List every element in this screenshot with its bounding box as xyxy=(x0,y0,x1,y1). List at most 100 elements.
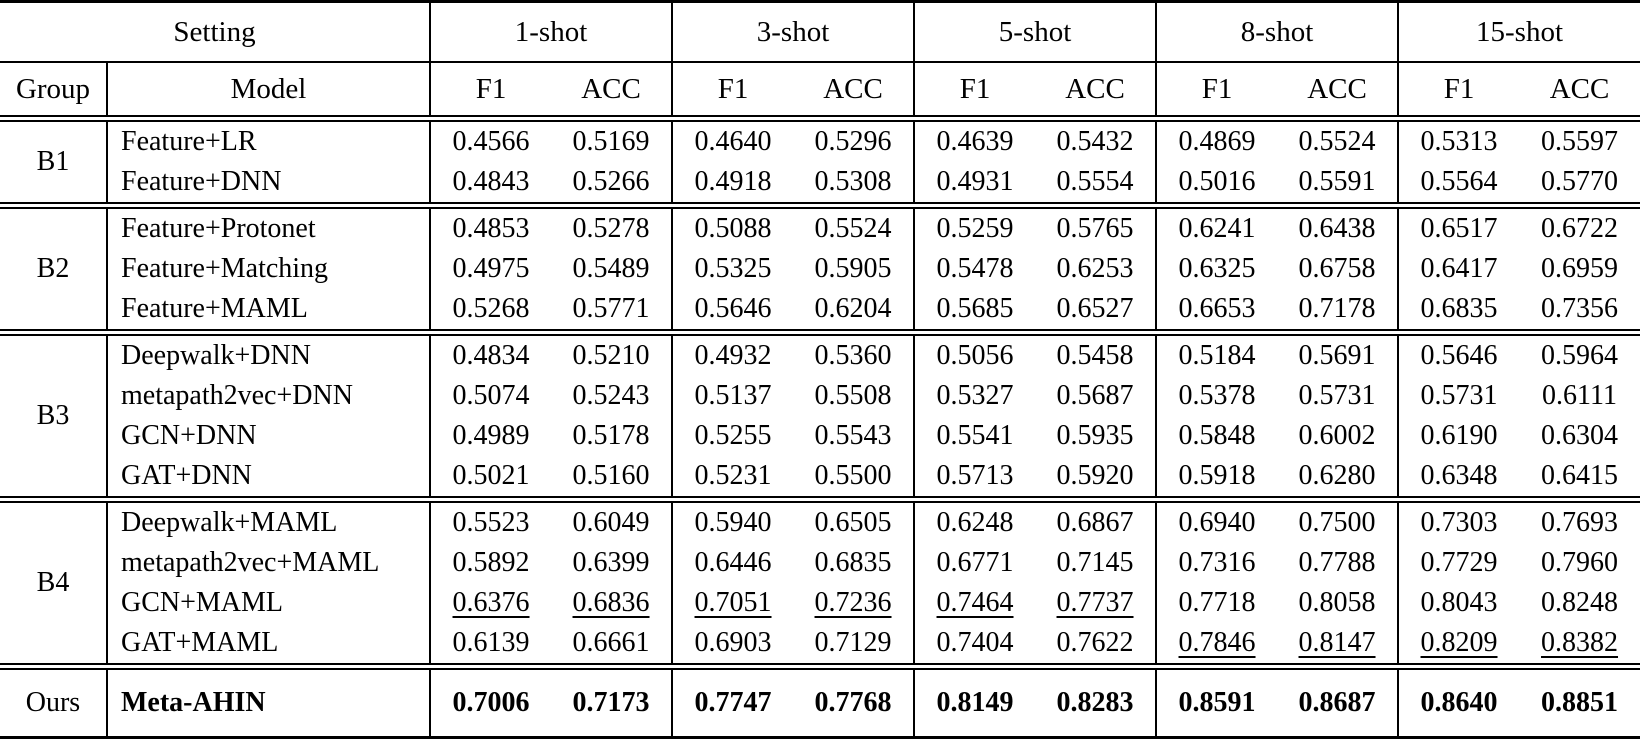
value-cell: 0.4853 xyxy=(429,202,552,249)
value-cell: 0.6241 xyxy=(1155,202,1278,249)
value-cell: 0.5243 xyxy=(572,380,650,411)
value-cell: 0.7356 xyxy=(1541,293,1619,324)
f1-header-8shot: F1 xyxy=(1155,62,1278,119)
value-cell: 0.5056 xyxy=(913,329,1036,376)
value-cell: 0.8147 xyxy=(1298,627,1376,658)
value-cell: 0.5489 xyxy=(572,253,650,284)
value-cell: 0.5278 xyxy=(551,202,673,249)
value-cell: 0.7622 xyxy=(1056,627,1134,658)
value-cell: 0.5691 xyxy=(1277,329,1399,376)
value-cell: 0.6505 xyxy=(793,496,915,543)
group-column-header: Group xyxy=(15,72,91,105)
value-cell: 0.6376 xyxy=(429,583,552,623)
value-cell: 0.6867 xyxy=(1035,496,1157,543)
value-cell: 0.6959 xyxy=(1541,253,1619,284)
value-cell: 0.6758 xyxy=(1298,253,1376,284)
value-cell: 0.6903 xyxy=(671,623,794,667)
value-cell: 0.5478 xyxy=(913,249,1036,289)
group-label-b3: B3 xyxy=(0,329,107,500)
model-cell: metapath2vec+DNN xyxy=(105,376,431,416)
value-cell: 0.8851 xyxy=(1519,663,1640,738)
value-cell: 0.6517 xyxy=(1397,202,1520,249)
value-cell: 0.4932 xyxy=(671,329,794,376)
value-cell: 0.5591 xyxy=(1298,166,1376,197)
value-cell: 0.5184 xyxy=(1155,329,1278,376)
value-cell: 0.8058 xyxy=(1298,587,1376,618)
value-cell: 0.7173 xyxy=(551,663,673,738)
value-cell: 0.6248 xyxy=(913,496,1036,543)
value-cell: 0.5905 xyxy=(814,253,892,284)
value-cell: 0.6653 xyxy=(1155,289,1278,333)
value-cell: 0.7960 xyxy=(1541,547,1619,578)
value-cell: 0.7718 xyxy=(1155,583,1278,623)
model-cell: GCN+MAML xyxy=(105,583,431,623)
value-cell: 0.8209 xyxy=(1397,623,1520,667)
value-cell: 0.4566 xyxy=(429,115,552,162)
value-cell: 0.5021 xyxy=(429,456,552,500)
value-cell: 0.5964 xyxy=(1519,329,1640,376)
value-cell: 0.5554 xyxy=(1056,166,1134,197)
value-cell: 0.4843 xyxy=(429,162,552,206)
value-cell: 0.4989 xyxy=(429,416,552,456)
value-cell: 0.4918 xyxy=(671,162,794,206)
model-column-header: Model xyxy=(105,62,431,119)
value-cell: 0.7051 xyxy=(671,583,794,623)
acc-header-8shot: ACC xyxy=(1307,72,1367,105)
value-cell: 0.6771 xyxy=(913,543,1036,583)
table-row: metapath2vec+DNN 0.5074 0.5243 0.5137 0.5508… xyxy=(0,376,1640,416)
value-cell: 0.5074 xyxy=(429,376,552,416)
value-cell: 0.7236 xyxy=(814,587,892,618)
value-cell: 0.6139 xyxy=(429,623,552,667)
value-cell: 0.6111 xyxy=(1542,380,1617,411)
value-cell: 0.5524 xyxy=(1277,115,1399,162)
value-cell: 0.5327 xyxy=(913,376,1036,416)
value-cell: 0.7145 xyxy=(1056,547,1134,578)
value-cell: 0.6438 xyxy=(1277,202,1399,249)
value-cell: 0.5713 xyxy=(913,456,1036,500)
value-cell: 0.6253 xyxy=(1056,253,1134,284)
acc-header-5shot: ACC xyxy=(1065,72,1125,105)
value-cell: 0.5266 xyxy=(572,166,650,197)
value-cell: 0.7693 xyxy=(1519,496,1640,543)
model-cell: GAT+MAML xyxy=(105,623,431,667)
value-cell: 0.5564 xyxy=(1397,162,1520,206)
table-row: B2 Feature+Protonet 0.4853 0.5278 0.5088 0.55… xyxy=(0,202,1640,333)
value-cell: 0.7129 xyxy=(814,627,892,658)
value-cell: 0.4639 xyxy=(913,115,1036,162)
acc-header-1shot: ACC xyxy=(581,72,641,105)
value-cell: 0.5848 xyxy=(1155,416,1278,456)
table-row: B3 Deepwalk+DNN 0.4834 0.5210 0.4932 0.5360 0.… xyxy=(0,329,1640,500)
value-cell: 0.6348 xyxy=(1397,456,1520,500)
value-cell: 0.5259 xyxy=(913,202,1036,249)
value-cell: 0.5360 xyxy=(793,329,915,376)
table-row: Ours Meta-AHIN 0.7006 0.7173 0.7747 0.7768 0.8… xyxy=(0,663,1640,738)
value-cell: 0.5255 xyxy=(671,416,794,456)
value-cell: 0.7768 xyxy=(793,663,915,738)
value-cell: 0.6049 xyxy=(551,496,673,543)
value-cell: 0.5160 xyxy=(572,460,650,491)
value-cell: 0.7006 xyxy=(429,663,552,738)
group-label-ours: Ours xyxy=(0,663,107,738)
model-cell: GCN+DNN xyxy=(105,416,431,456)
value-cell: 0.8248 xyxy=(1541,587,1619,618)
value-cell: 0.5940 xyxy=(671,496,794,543)
value-cell: 0.5685 xyxy=(913,289,1036,333)
value-cell: 0.5500 xyxy=(814,460,892,491)
value-cell: 0.8591 xyxy=(1155,663,1278,738)
table-row: GAT+DNN 0.5021 0.5160 0.5231 0.5500 0.5713 0.5… xyxy=(0,456,1640,500)
shot-header-1: 1-shot xyxy=(429,1,673,63)
value-cell: 0.6417 xyxy=(1397,249,1520,289)
f1-header-15shot: F1 xyxy=(1397,62,1520,119)
value-cell: 0.5731 xyxy=(1298,380,1376,411)
value-cell: 0.5920 xyxy=(1056,460,1134,491)
value-cell: 0.7788 xyxy=(1298,547,1376,578)
value-cell: 0.6415 xyxy=(1541,460,1619,491)
value-cell: 0.5543 xyxy=(814,420,892,451)
value-cell: 0.5770 xyxy=(1541,166,1619,197)
setting-header: Setting xyxy=(0,1,431,63)
header-row-metrics: Group Model F1 ACC F1 ACC F1 ACC F1 ACC … xyxy=(0,62,1640,119)
model-cell: metapath2vec+MAML xyxy=(105,543,431,583)
model-cell: Feature+MAML xyxy=(105,289,431,333)
value-cell: 0.5313 xyxy=(1397,115,1520,162)
